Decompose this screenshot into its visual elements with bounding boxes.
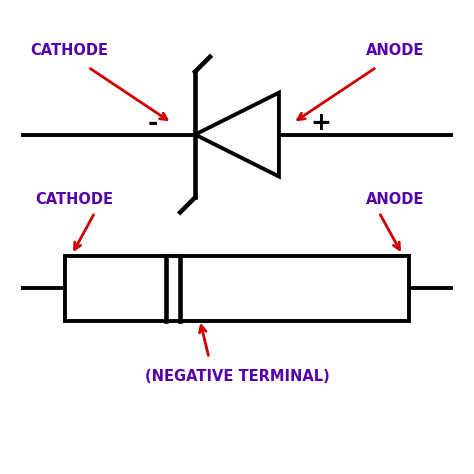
- Text: (NEGATIVE TERMINAL): (NEGATIVE TERMINAL): [145, 369, 329, 384]
- Text: CATHODE: CATHODE: [35, 192, 113, 207]
- Text: CATHODE: CATHODE: [30, 43, 109, 58]
- Text: ANODE: ANODE: [366, 192, 425, 207]
- Text: ANODE: ANODE: [366, 43, 425, 58]
- Text: -: -: [148, 111, 158, 135]
- Text: +: +: [310, 111, 331, 135]
- Bar: [65, 255, 409, 321]
